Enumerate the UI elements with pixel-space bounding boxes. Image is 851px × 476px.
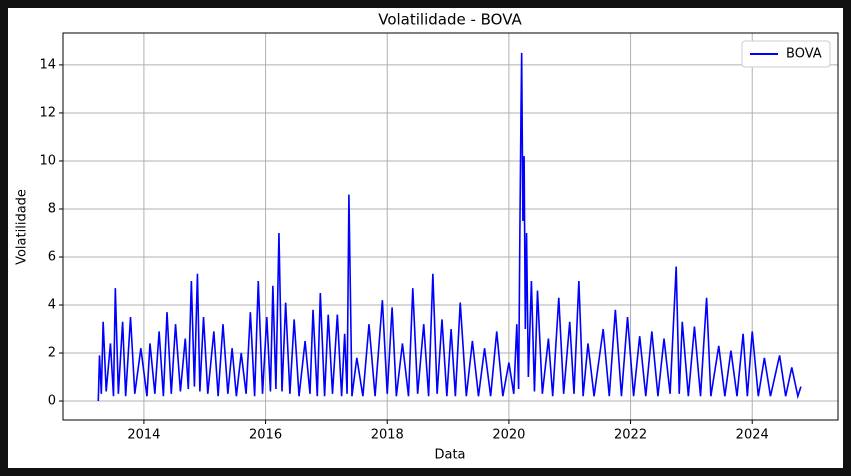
y-tick-label: 4 <box>48 298 56 313</box>
x-tick-label: 2022 <box>614 428 647 443</box>
data-line <box>97 52 802 402</box>
y-tick-label: 8 <box>48 201 56 216</box>
figure <box>8 8 843 468</box>
y-axis-label: Volatilidade <box>15 189 30 265</box>
y-tick-label: 0 <box>48 394 56 409</box>
y-tick-label: 14 <box>39 57 56 72</box>
plot-frame <box>62 32 839 421</box>
x-axis-label: Data <box>434 448 465 463</box>
x-tick-label: 2024 <box>736 428 769 443</box>
x-tick-label: 2014 <box>127 428 160 443</box>
y-tick-label: 2 <box>48 346 56 361</box>
x-tick-label: 2016 <box>249 428 282 443</box>
x-tick-label: 2018 <box>371 428 404 443</box>
legend-label: BOVA <box>786 47 822 62</box>
legend-box <box>741 40 831 68</box>
x-tick-label: 2020 <box>492 428 525 443</box>
y-tick-label: 10 <box>39 153 56 168</box>
y-tick-label: 12 <box>39 105 56 120</box>
y-tick-label: 6 <box>48 249 56 264</box>
chart-title: Volatilidade - BOVA <box>378 11 522 29</box>
